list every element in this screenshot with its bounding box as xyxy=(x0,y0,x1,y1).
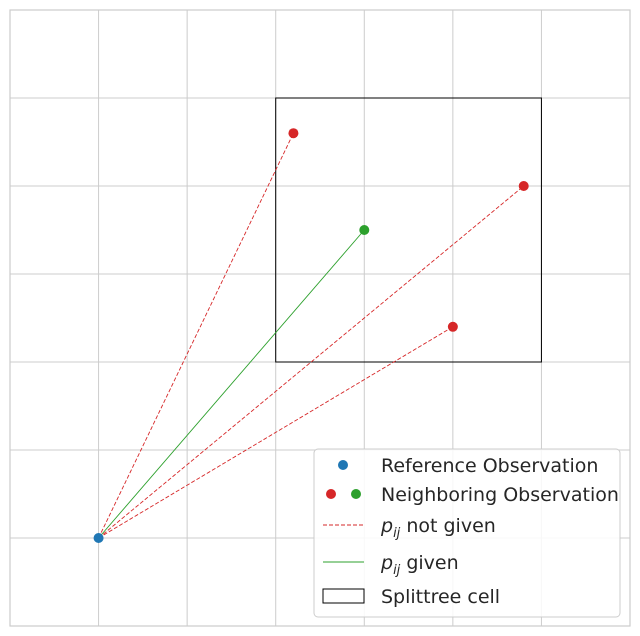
legend-pij-sub-2: ij xyxy=(393,563,401,578)
legend-label-neighbor: Neighboring Observation xyxy=(381,484,619,506)
legend-label-splittree-cell: Splittree cell xyxy=(381,586,500,608)
legend-marker-reference xyxy=(338,460,348,470)
legend-pij-rest-2: given xyxy=(400,552,458,574)
legend-marker-neighbor-green xyxy=(351,489,361,499)
legend-pij-main-1: p xyxy=(380,515,393,537)
legend-marker-splittree-cell xyxy=(322,588,365,604)
neighbor-point xyxy=(447,321,458,332)
legend-box xyxy=(313,448,621,618)
legend-pij-rest-1: not given xyxy=(400,515,496,537)
legend-pij-main-2: p xyxy=(380,552,393,574)
neighbor-point xyxy=(288,128,299,139)
neighbor-point xyxy=(518,181,529,191)
legend-label-pij-not-given: pij not given xyxy=(380,515,496,541)
cell-layer xyxy=(275,97,542,363)
pij-not-given-line xyxy=(98,326,454,539)
splittree-cell xyxy=(275,97,542,363)
lines-layer xyxy=(98,133,525,539)
pij-not-given-line xyxy=(98,133,294,539)
neighbor-point xyxy=(359,225,370,235)
legend-label-pij-given: pij given xyxy=(380,552,459,578)
legend-pij-sub-1: ij xyxy=(393,526,401,541)
legend: Reference Observation Neighboring Observ… xyxy=(313,448,621,618)
pij-not-given-line xyxy=(98,185,525,539)
points-layer xyxy=(93,128,529,543)
pij-given-line xyxy=(98,229,365,539)
legend-label-reference: Reference Observation xyxy=(381,455,598,477)
reference-point xyxy=(93,533,104,543)
legend-marker-neighbor-red xyxy=(326,489,336,499)
plot-frame xyxy=(9,9,631,627)
